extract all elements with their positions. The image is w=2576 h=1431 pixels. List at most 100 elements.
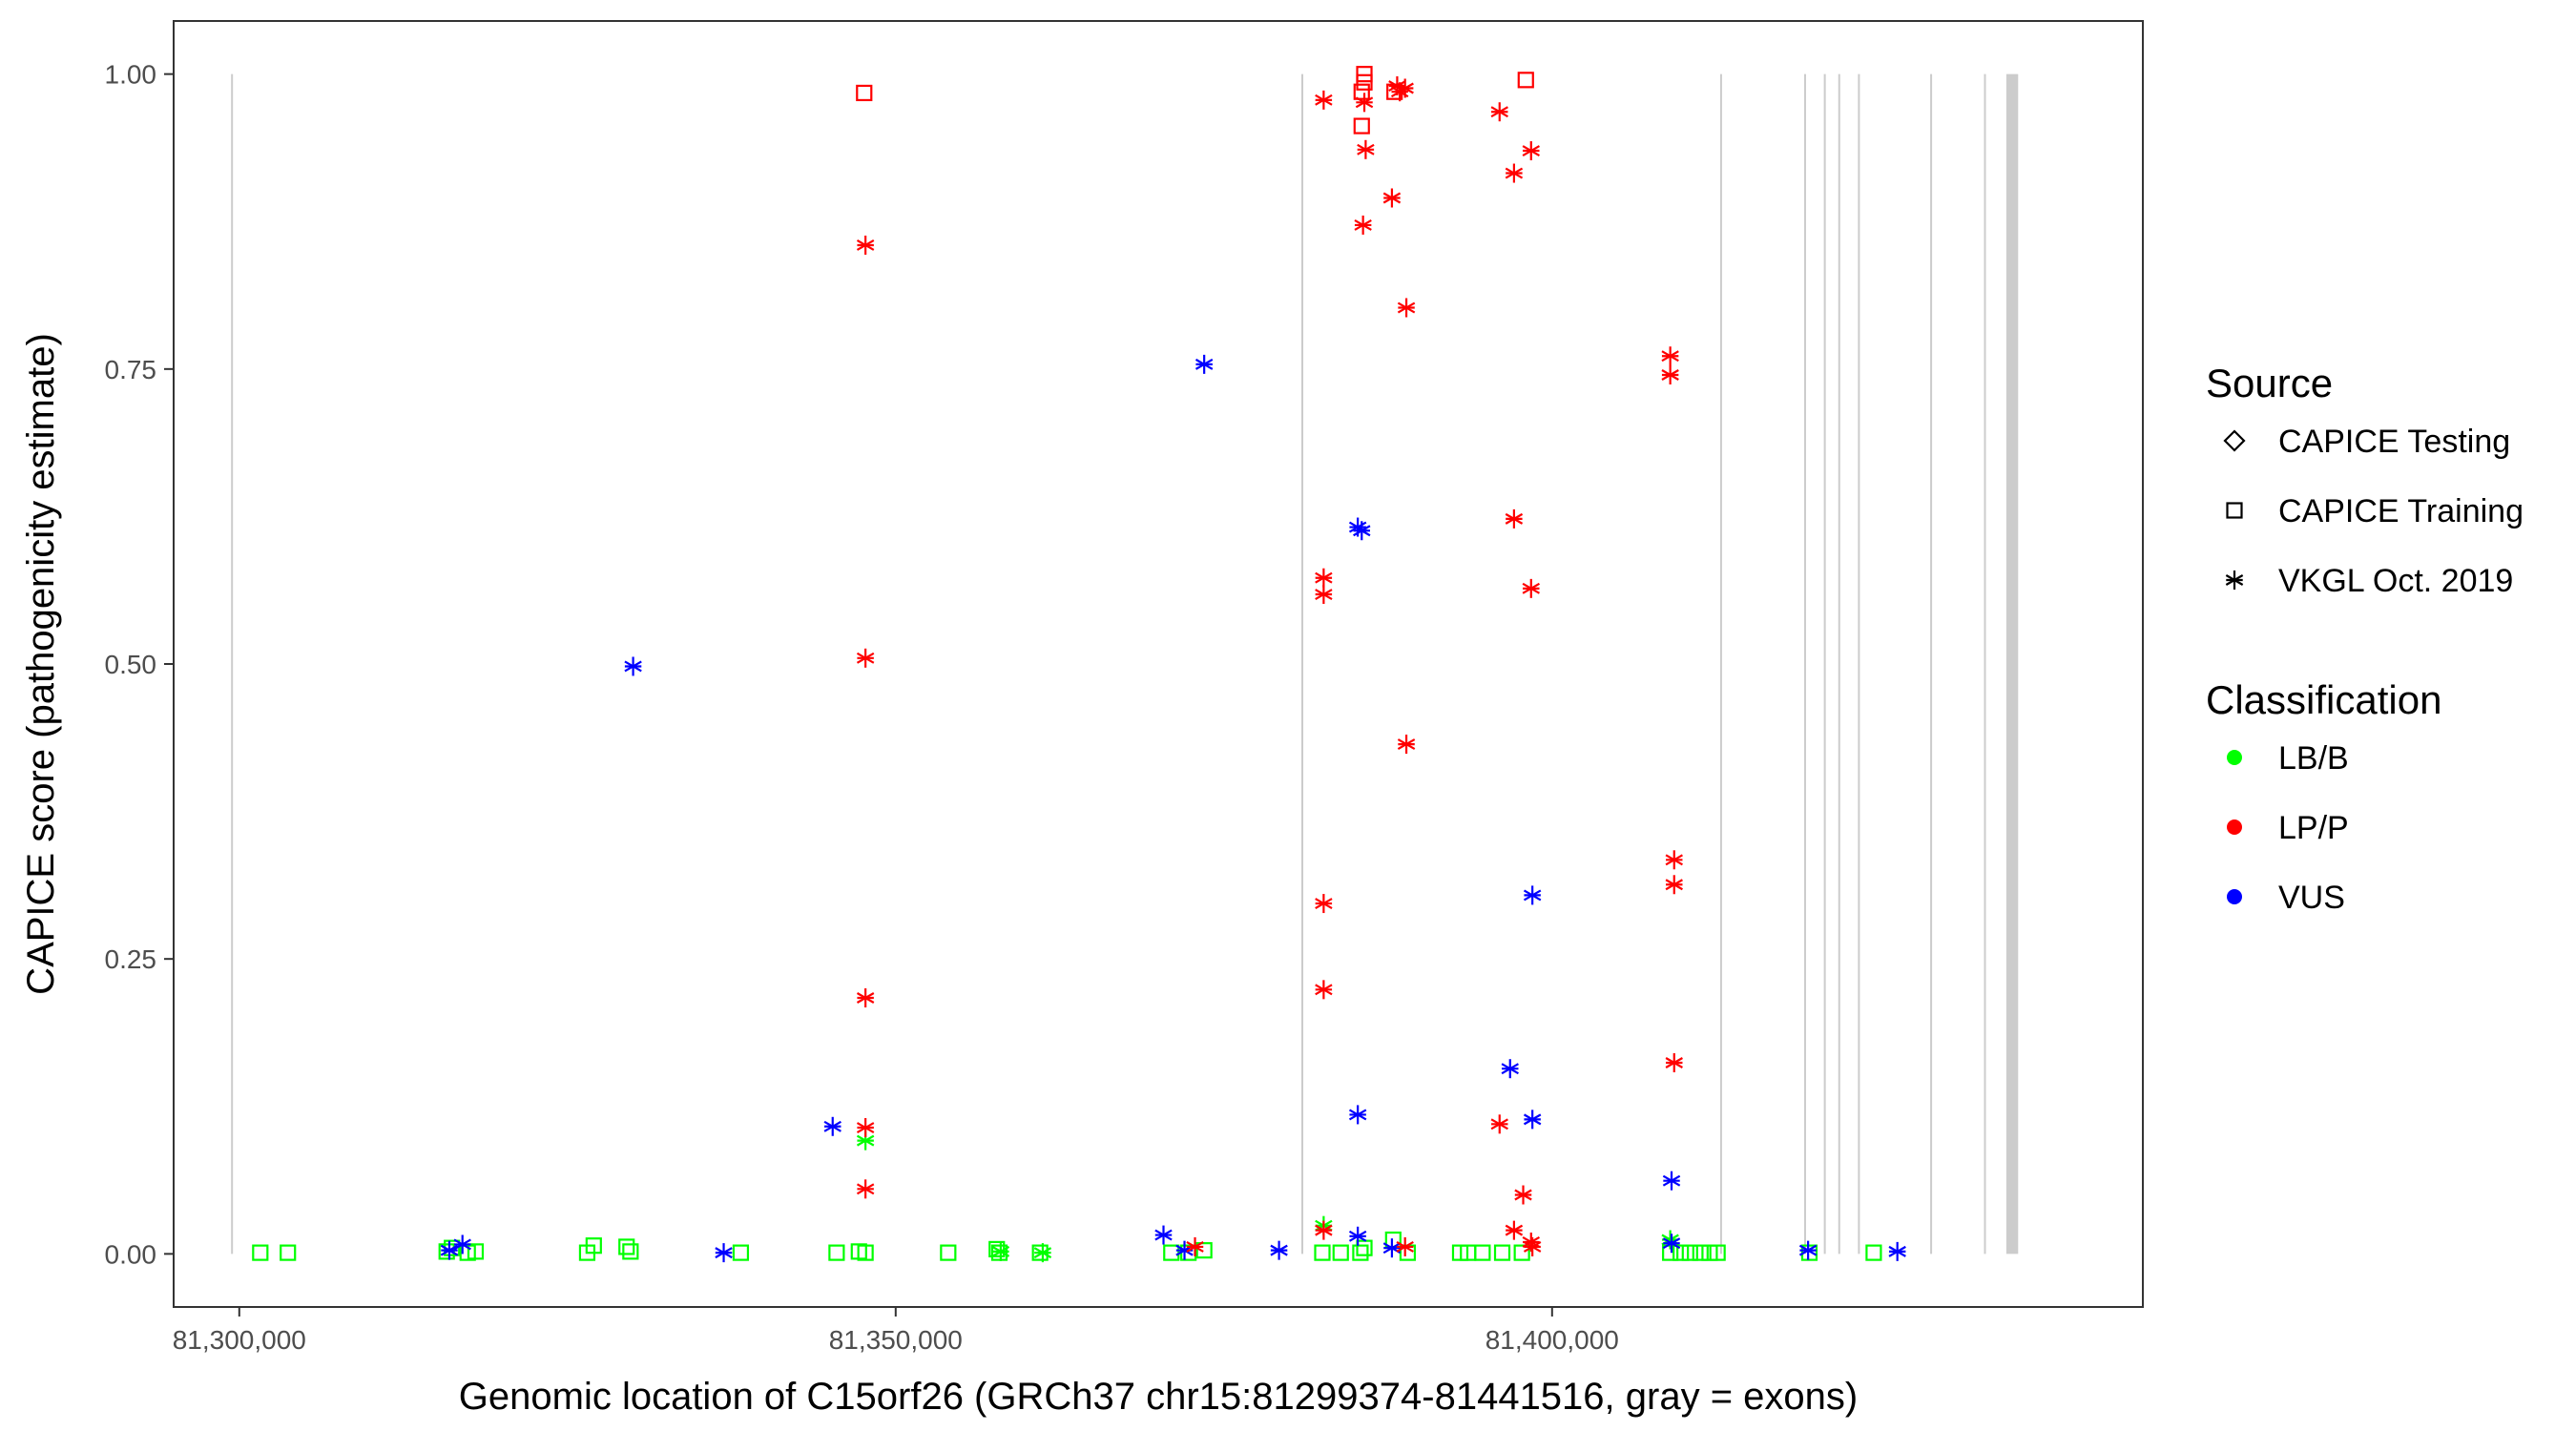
data-point <box>1662 1234 1681 1254</box>
data-point <box>1514 1185 1532 1205</box>
data-point <box>280 1244 297 1261</box>
legend-title: Classification <box>2206 677 2441 722</box>
data-point <box>1665 875 1683 895</box>
points-layer <box>252 66 1906 1263</box>
data-point <box>1354 215 1372 235</box>
data-point <box>1033 1243 1052 1263</box>
legend-key-square <box>2226 502 2243 519</box>
data-point <box>624 656 642 676</box>
series-vkgl-oct-2019-vus <box>440 354 1906 1263</box>
data-point <box>1315 90 1333 110</box>
exon-6 <box>1838 73 1840 1255</box>
data-point <box>856 1179 875 1199</box>
data-point <box>622 1243 639 1260</box>
data-point <box>1315 585 1333 605</box>
data-point <box>1522 578 1540 598</box>
legend-entry-label: LB/B <box>2278 740 2349 777</box>
data-point <box>1357 139 1375 159</box>
data-point <box>1353 83 1370 100</box>
exon-3 <box>1719 73 1722 1255</box>
data-point <box>856 235 875 255</box>
data-point <box>940 1244 957 1261</box>
data-point <box>1474 1244 1491 1261</box>
series-vkgl-oct-2019-lp-p <box>856 76 1683 1256</box>
data-point <box>1523 885 1542 905</box>
data-point <box>1356 73 1373 91</box>
y-axis-title: CAPICE score (pathogenicity estimate) <box>20 333 62 995</box>
data-point <box>856 1118 875 1138</box>
data-point <box>453 1234 471 1255</box>
y-tick-label: 1.00 <box>105 60 157 90</box>
data-point <box>1195 354 1214 374</box>
legend-entry-label: VKGL Oct. 2019 <box>2278 563 2513 599</box>
data-point <box>1315 1220 1333 1240</box>
data-point <box>1315 894 1333 914</box>
legend-key-color <box>2227 889 2242 904</box>
x-tick-label: 81,350,000 <box>829 1325 963 1355</box>
legend-entry-label: VUS <box>2278 880 2345 916</box>
data-point <box>1661 365 1679 385</box>
data-point <box>1493 1244 1511 1261</box>
exon-5 <box>1823 73 1826 1255</box>
data-point <box>1523 1236 1542 1256</box>
exon-1 <box>231 73 234 1255</box>
data-point <box>1348 1105 1367 1125</box>
data-point <box>1513 1244 1530 1261</box>
legend-entry-label: LP/P <box>2278 810 2349 846</box>
data-point <box>585 1237 602 1255</box>
data-point <box>1661 346 1679 366</box>
legend: Source CAPICE Testing CAPICE Training VKGL … <box>2206 361 2524 916</box>
legend-title: Source <box>2206 361 2333 405</box>
legend-key-color <box>2227 819 2242 835</box>
data-point <box>1681 1244 1698 1261</box>
data-point <box>1490 1114 1508 1134</box>
data-point <box>1505 508 1524 529</box>
data-point <box>732 1244 750 1261</box>
data-point <box>1662 1171 1681 1191</box>
data-point <box>990 1244 1008 1261</box>
data-point <box>857 1244 874 1261</box>
data-point <box>1709 1244 1726 1261</box>
data-point <box>618 1238 635 1255</box>
data-point <box>1505 1220 1524 1240</box>
exon-4 <box>1803 73 1806 1255</box>
data-point <box>1270 1240 1288 1260</box>
data-point <box>1396 1236 1414 1256</box>
data-point <box>252 1244 269 1261</box>
data-point <box>1672 1244 1690 1261</box>
data-point <box>828 1244 845 1261</box>
data-point <box>1523 1110 1542 1130</box>
data-point <box>1665 850 1683 870</box>
y-tick-label: 0.25 <box>105 944 157 974</box>
data-point <box>1517 72 1534 89</box>
data-point <box>440 1240 459 1260</box>
data-point <box>1397 735 1416 755</box>
data-point <box>1490 102 1508 122</box>
data-point <box>856 648 875 668</box>
exon-7 <box>1858 73 1860 1255</box>
data-point <box>1665 1053 1683 1073</box>
data-point <box>1353 117 1370 135</box>
x-axis: 81,300,000 81,350,000 81,400,000 <box>173 1307 1619 1355</box>
data-point <box>1353 521 1371 541</box>
x-axis-title: Genomic location of C15orf26 (GRCh37 chr… <box>459 1376 1858 1418</box>
data-point <box>823 1116 841 1136</box>
y-axis: 0.00 0.25 0.50 0.75 1.00 <box>105 60 174 1269</box>
data-point <box>1396 78 1414 98</box>
data-point <box>1186 1236 1204 1256</box>
legend-key-color <box>2227 750 2242 765</box>
data-point <box>467 1243 485 1260</box>
series-capice-training-lb-b <box>252 1231 1882 1261</box>
data-point <box>856 84 873 102</box>
data-point <box>1382 1238 1402 1258</box>
data-point <box>991 1241 1010 1261</box>
data-point <box>438 1243 455 1260</box>
x-tick-label: 81,400,000 <box>1485 1325 1619 1355</box>
data-point <box>1315 980 1333 1000</box>
legend-entry-label: CAPICE Training <box>2278 493 2524 529</box>
data-point <box>1397 298 1416 318</box>
data-point <box>1356 66 1373 83</box>
y-tick-label: 0.50 <box>105 650 157 679</box>
data-point <box>1332 1244 1349 1261</box>
